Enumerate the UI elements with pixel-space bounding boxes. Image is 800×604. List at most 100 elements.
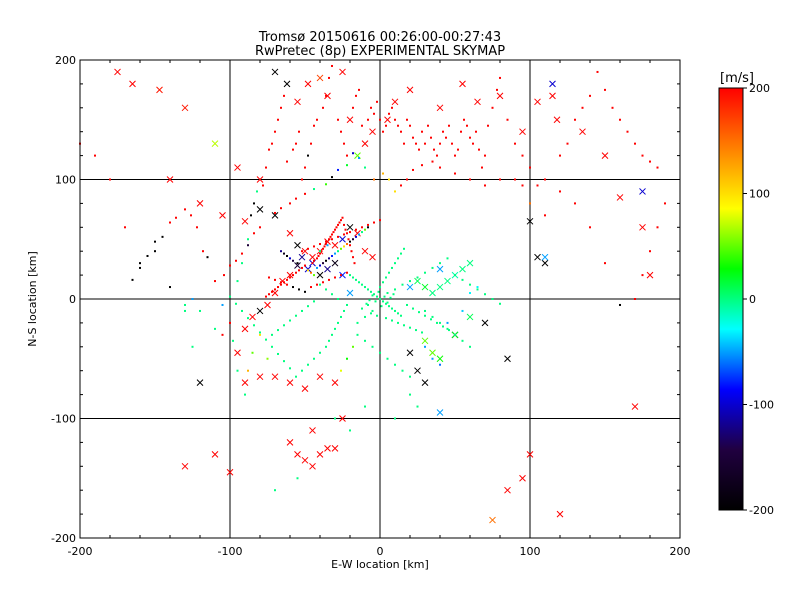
data-point-dot [313, 300, 315, 303]
data-point-dot [461, 309, 464, 312]
data-point-dot [340, 247, 342, 250]
data-point-cross [234, 164, 241, 171]
data-point-dot [388, 271, 390, 274]
data-point-dot [439, 321, 441, 324]
data-point-dot [253, 202, 255, 205]
data-point-cross [196, 200, 204, 207]
data-point-dot [361, 226, 363, 229]
data-point-cross [553, 116, 561, 124]
data-point-cross [294, 98, 301, 106]
data-point-cross [241, 217, 249, 225]
data-point-dot [641, 274, 644, 277]
data-point-cross [414, 367, 421, 375]
data-point-cross [444, 277, 451, 285]
data-point-dot [406, 303, 408, 306]
data-point-dot [286, 254, 288, 257]
data-point-cross [421, 379, 429, 387]
data-point-dot [499, 178, 501, 181]
data-point-cross [541, 259, 549, 267]
data-point-dot [376, 314, 378, 317]
data-point-dot [295, 142, 297, 145]
data-point-dot [313, 357, 315, 360]
data-point-dot [277, 329, 279, 332]
data-point-dot [481, 166, 483, 169]
data-point-dot [286, 278, 288, 281]
x-tick-label: -100 [218, 545, 243, 558]
data-point-dot [346, 243, 348, 246]
data-point-dot [310, 286, 312, 289]
x-tick-label: -200 [68, 545, 93, 558]
data-point-dot [406, 178, 408, 181]
data-point-dot [316, 283, 318, 286]
data-point-dot [304, 290, 306, 293]
data-point-dot [214, 327, 216, 330]
data-point-dot [283, 360, 285, 363]
data-point-dot [277, 352, 279, 355]
data-point-dot [370, 290, 372, 293]
data-point-cross [331, 379, 339, 387]
data-point-dot [292, 274, 294, 277]
data-point-dot [451, 142, 453, 145]
data-point-dot [469, 292, 471, 295]
data-point-dot [344, 228, 347, 231]
data-point-dot [319, 351, 321, 354]
data-point-dot [461, 339, 464, 342]
data-point-dot [382, 130, 384, 133]
data-point-dot [247, 244, 249, 247]
data-point-dot [229, 295, 231, 298]
data-point-dot [374, 300, 377, 303]
data-point-dot [346, 303, 348, 306]
y-tick-label: -100 [51, 413, 76, 426]
data-point-dot [544, 214, 546, 217]
data-point-dot [331, 176, 333, 179]
data-point-dot [274, 288, 276, 291]
data-point-dot [283, 94, 285, 97]
data-point-dot [424, 314, 426, 317]
data-point-dot [566, 142, 569, 145]
data-point-dot [463, 118, 465, 121]
data-point-cross [211, 450, 219, 458]
data-point-dot [619, 118, 621, 121]
data-point-cross [181, 104, 189, 112]
x-tick-label: 0 [377, 545, 384, 558]
data-point-dot [313, 245, 315, 248]
data-point-dot [379, 219, 381, 222]
data-point-cross [414, 277, 421, 285]
data-point-dot [304, 264, 306, 267]
data-point-dot [355, 278, 357, 281]
data-point-dot [460, 130, 462, 133]
data-point-dot [415, 142, 417, 145]
data-point-dot [391, 106, 393, 109]
data-point-cross [361, 247, 369, 255]
data-point-dot [289, 202, 291, 205]
data-point-dot [280, 281, 282, 284]
data-point-dot [337, 235, 339, 238]
data-point-cross [639, 223, 646, 231]
data-point-dot [373, 293, 375, 296]
data-point-dot [304, 192, 306, 195]
data-point-dot [326, 244, 329, 247]
data-point-cross [579, 128, 586, 136]
data-point-dot [416, 276, 419, 279]
data-point-dot [322, 247, 324, 250]
data-point-dot [364, 339, 366, 342]
data-point-dot [400, 184, 402, 187]
data-point-dot [439, 363, 441, 366]
data-point-cross [324, 265, 331, 273]
data-point-dot [346, 357, 348, 360]
data-point-dot [169, 221, 171, 224]
data-point-dot [337, 223, 339, 226]
data-point-cross [264, 301, 271, 309]
data-point-dot [412, 307, 414, 310]
data-point-dot [301, 369, 303, 372]
data-point-dot [370, 312, 372, 315]
data-point-dot [355, 228, 357, 231]
data-point-dot [641, 154, 644, 157]
data-point-cross [339, 415, 346, 422]
data-point-dot [313, 274, 315, 277]
data-point-dot [358, 281, 360, 284]
data-point-dot [325, 240, 327, 243]
data-point-dot [433, 148, 435, 151]
data-point-dot [388, 305, 390, 308]
data-point-dot [403, 142, 405, 145]
